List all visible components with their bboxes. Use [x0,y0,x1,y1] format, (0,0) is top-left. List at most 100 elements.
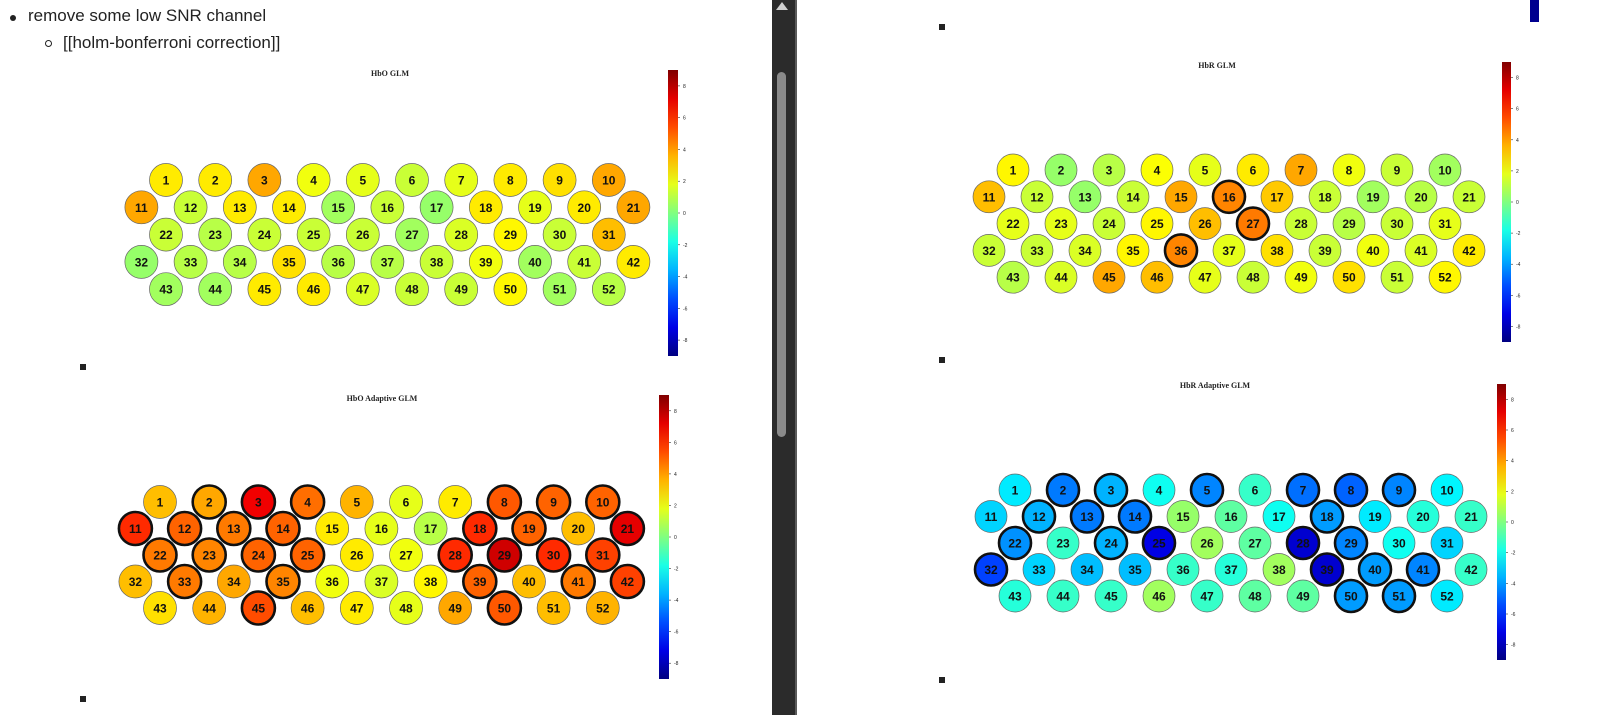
channel-36-circle [1163,233,1199,268]
channel-30-label: 30 [1392,537,1406,551]
channel-36-circle [315,564,350,599]
channel-27-label: 27 [405,228,419,242]
channel-16-label: 16 [1222,190,1236,204]
channel-31-label: 31 [1438,217,1452,231]
channel-29-label: 29 [504,228,518,242]
channel-2-circle [1045,472,1081,508]
colorbar-tick-label: 8 [1511,397,1514,403]
channel-49-circle [1284,260,1318,294]
scroll-up-arrow-icon[interactable] [776,2,788,10]
channel-50-circle [1332,260,1366,294]
channel-16-circle [1211,179,1247,215]
colorbar-tick-label: -8 [1511,643,1516,649]
channel-12-label: 12 [1030,190,1044,204]
channel-24-label: 24 [1102,217,1116,231]
channel-6-label: 6 [1250,164,1257,178]
channel-37-label: 37 [1222,244,1236,258]
scrollbar-thumb[interactable] [777,72,786,437]
channel-28-label: 28 [455,228,469,242]
channel-52-label: 52 [1438,271,1452,285]
colorbar-tick-label: 0 [1511,520,1514,526]
channel-24-circle [240,537,277,573]
channel-1-circle [143,485,177,519]
channel-39-circle [468,245,503,279]
channel-14-label: 14 [282,201,296,215]
channel-15-label: 15 [332,201,346,215]
channel-6-label: 6 [409,174,416,188]
channel-28-circle [1284,207,1318,240]
channel-23-label: 23 [203,549,217,563]
channel-31-label: 31 [602,228,616,242]
colorbar-tick-label: -6 [674,630,679,636]
wiki-link-holm-bonferroni[interactable]: [[holm-bonferroni correction]] [63,33,281,52]
colorbar-tick-label: -8 [674,661,679,667]
channel-9-circle [542,163,577,197]
channel-17-label: 17 [424,522,438,536]
channel-22-label: 22 [1008,537,1022,551]
channel-17-label: 17 [430,201,444,215]
channel-15-circle [1164,180,1198,214]
channel-35-circle [1116,234,1150,267]
channel-17-circle [413,511,448,546]
channel-23-circle [1044,207,1078,240]
channel-32-circle [973,552,1009,587]
channel-4-circle [289,484,326,520]
channel-39-label: 39 [479,255,493,269]
channel-31-label: 31 [596,549,610,563]
channel-16-label: 16 [1224,510,1238,524]
channel-26-label: 26 [1200,537,1214,551]
channel-22-label: 22 [159,228,173,242]
channel-28-label: 28 [1294,217,1308,231]
colorbar-tick-label: -4 [683,275,688,281]
channel-17-circle [1260,180,1294,214]
channel-45-label: 45 [1102,271,1116,285]
sub-bullet-circle [45,40,52,47]
channel-34-label: 34 [1078,244,1092,258]
channel-41-circle [1405,552,1441,587]
channel-47-circle [1190,579,1224,613]
channel-20-label: 20 [578,201,592,215]
channel-13-circle [216,510,252,547]
channel-28-label: 28 [1296,537,1310,551]
channel-2-circle [198,163,233,197]
channel-48-label: 48 [405,283,419,297]
channel-50-label: 50 [1342,271,1356,285]
channel-42-circle [1454,553,1488,586]
channel-14-label: 14 [276,522,290,536]
channel-10-circle [1430,473,1464,507]
channel-3-circle [240,484,277,520]
channel-12-label: 12 [1032,510,1046,524]
channel-12-label: 12 [178,522,192,536]
colorbar-tick-label: -4 [1511,581,1516,587]
channel-7-circle [1285,472,1321,508]
channel-32-label: 32 [984,563,998,577]
channel-27-label: 27 [399,549,413,563]
channel-31-circle [591,217,626,252]
channel-12-label: 12 [184,201,198,215]
channel-21-circle [1452,180,1486,214]
channel-9-circle [1381,472,1417,508]
channel-43-label: 43 [159,283,173,297]
channel-39-label: 39 [1318,244,1332,258]
list-square-marker [939,24,945,30]
channel-34-label: 34 [227,575,241,589]
colorbar-tick-label: 6 [1511,428,1514,434]
channel-16-circle [370,190,405,225]
channel-7-label: 7 [458,174,465,188]
colorbar-tick-label: 6 [683,116,686,122]
channel-46-circle [1140,260,1174,294]
channel-37-label: 37 [381,255,395,269]
channel-25-label: 25 [1152,537,1166,551]
channel-9-label: 9 [1394,164,1401,178]
channel-42-circle [616,245,651,279]
channel-29-circle [1333,525,1369,561]
channel-43-circle [149,272,183,307]
channel-52-label: 52 [1440,590,1454,604]
channel-2-circle [191,484,227,520]
channel-43-circle [143,591,177,625]
channel-35-circle [1118,553,1152,586]
channel-33-circle [173,245,208,279]
channel-23-circle [191,537,227,573]
channel-44-label: 44 [1054,271,1068,285]
